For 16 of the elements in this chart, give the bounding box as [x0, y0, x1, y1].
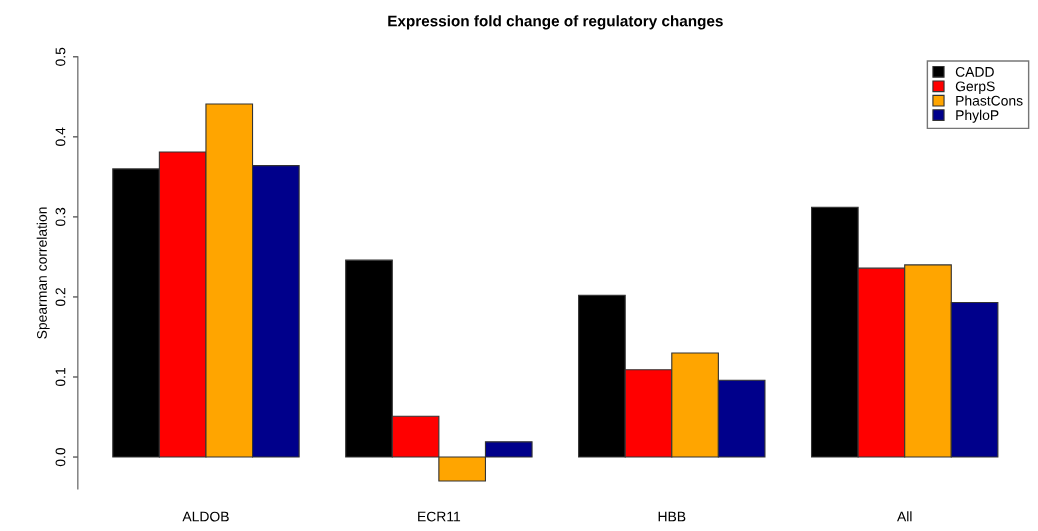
y-axis-title: Spearman correlation: [36, 207, 50, 339]
x-tick-label: HBB: [658, 511, 686, 522]
y-tick-label: 0.3: [55, 207, 66, 227]
y-tick-label: 0.2: [55, 287, 66, 307]
legend-label: PhyloP: [956, 109, 999, 123]
legend-label: PhastCons: [956, 95, 1023, 106]
chart-title: Expression fold change of regulatory changes: [388, 15, 723, 30]
x-tick-label: All: [897, 511, 912, 522]
x-tick-label: ECR11: [418, 511, 461, 522]
y-tick-label: 0.4: [55, 127, 66, 146]
x-tick-label: ALDOB: [182, 511, 229, 522]
y-tick-label: 0.0: [55, 447, 66, 467]
y-tick-label: 0.1: [55, 368, 66, 387]
y-tick-label: 0.5: [55, 47, 66, 66]
legend-label: GerpS: [955, 81, 995, 94]
legend-label: CADD: [955, 66, 994, 77]
